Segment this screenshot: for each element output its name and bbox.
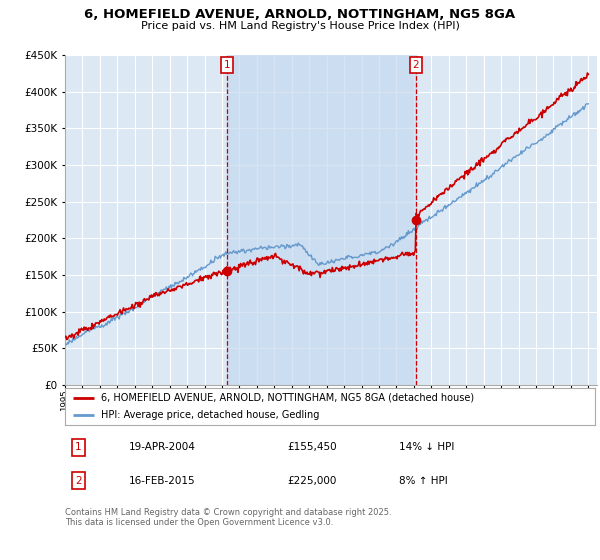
- Text: 2: 2: [75, 475, 82, 486]
- Text: 1: 1: [224, 60, 230, 70]
- Bar: [227, 55, 416, 385]
- Text: Price paid vs. HM Land Registry's House Price Index (HPI): Price paid vs. HM Land Registry's House …: [140, 21, 460, 31]
- Text: £225,000: £225,000: [287, 475, 337, 486]
- Text: HPI: Average price, detached house, Gedling: HPI: Average price, detached house, Gedl…: [101, 410, 319, 420]
- Text: 16-FEB-2015: 16-FEB-2015: [128, 475, 195, 486]
- Text: £155,450: £155,450: [287, 442, 337, 452]
- Text: 14% ↓ HPI: 14% ↓ HPI: [399, 442, 454, 452]
- Text: 8% ↑ HPI: 8% ↑ HPI: [399, 475, 448, 486]
- Text: 6, HOMEFIELD AVENUE, ARNOLD, NOTTINGHAM, NG5 8GA (detached house): 6, HOMEFIELD AVENUE, ARNOLD, NOTTINGHAM,…: [101, 393, 474, 403]
- Text: 1: 1: [75, 442, 82, 452]
- Text: 2: 2: [413, 60, 419, 70]
- Text: 6, HOMEFIELD AVENUE, ARNOLD, NOTTINGHAM, NG5 8GA: 6, HOMEFIELD AVENUE, ARNOLD, NOTTINGHAM,…: [85, 8, 515, 21]
- Text: 19-APR-2004: 19-APR-2004: [128, 442, 196, 452]
- Text: Contains HM Land Registry data © Crown copyright and database right 2025.
This d: Contains HM Land Registry data © Crown c…: [65, 508, 392, 528]
